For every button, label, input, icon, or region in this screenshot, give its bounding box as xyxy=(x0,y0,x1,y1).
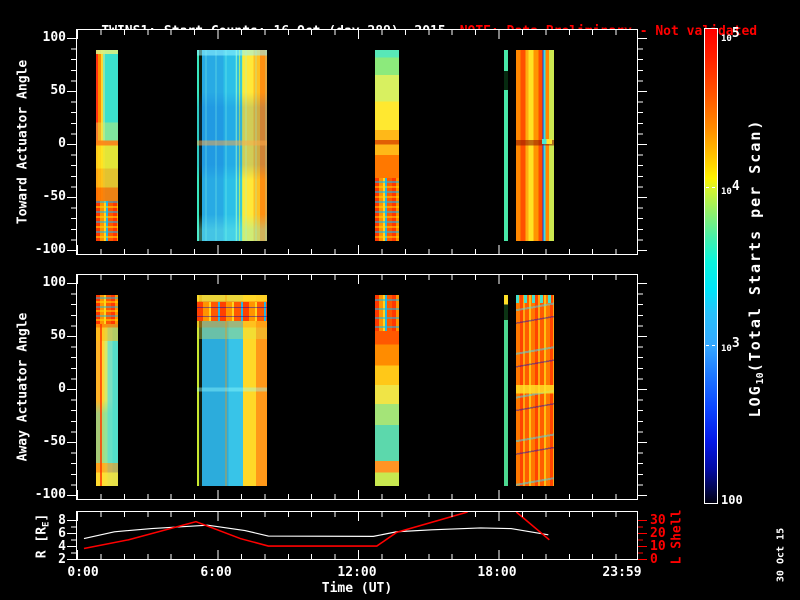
colorbar-tick-1e4 xyxy=(706,186,716,188)
colorbar-label-1e5: 105 xyxy=(721,26,740,44)
r-tick-4: 4 xyxy=(58,539,66,554)
r-tick-2: 2 xyxy=(58,552,66,567)
spectro-band-away xyxy=(96,295,118,486)
toward-ytick-50: 50 xyxy=(50,83,66,98)
y-major-ticks xyxy=(67,283,76,497)
xtick-0600: 6:00 xyxy=(200,565,232,580)
colorbar-label-1e4: 104 xyxy=(721,179,740,197)
spectro-band-away xyxy=(374,295,400,486)
toward-ytick-100: 100 xyxy=(42,30,66,45)
spectro-band-toward xyxy=(196,50,267,241)
y-major-ticks xyxy=(67,38,76,252)
spectro-band-toward xyxy=(503,50,508,241)
lshell-tick-20: 20 xyxy=(650,526,666,541)
colorbar-label-100: 100 xyxy=(721,493,743,507)
r-major-ticks xyxy=(67,520,76,561)
xtick-0000: 0:00 xyxy=(67,565,99,580)
x-major-ticks xyxy=(77,550,638,559)
spectro-band-away xyxy=(503,295,508,486)
x-major-ticks xyxy=(77,512,638,521)
r-axis-label: R [RE] xyxy=(34,513,52,559)
x-major-ticks xyxy=(77,245,638,254)
away-bands-area xyxy=(77,275,637,499)
away-ytick-m100: -100 xyxy=(34,487,66,502)
plot-datestamp: 30 Oct 15 xyxy=(775,527,787,583)
lshell-tick-10: 10 xyxy=(650,539,666,554)
y-major-ticks xyxy=(638,283,647,497)
r-tick-8: 8 xyxy=(58,513,66,528)
colorbar-tick-1e3 xyxy=(706,345,716,347)
lshell-line xyxy=(83,512,468,550)
x-major-ticks xyxy=(77,490,638,499)
xtick-1200: 12:00 xyxy=(337,565,377,580)
away-ytick-m50: -50 xyxy=(42,434,66,449)
xtick-2359: 23:59 xyxy=(602,565,642,580)
x-major-ticks xyxy=(77,275,638,284)
colorbar xyxy=(704,28,718,504)
spectro-band-away xyxy=(196,295,267,486)
spectro-band-toward xyxy=(96,50,118,241)
colorbar-axis-label: LOG10(Total Starts per Scan) xyxy=(746,118,766,418)
xtick-1800: 18:00 xyxy=(477,565,517,580)
x-major-ticks xyxy=(77,30,638,39)
lshell-major-ticks xyxy=(638,520,647,561)
y-major-ticks xyxy=(638,38,647,252)
away-spectrogram-panel xyxy=(67,274,647,500)
spectro-band-toward xyxy=(374,50,400,242)
toward-ytick-m50: -50 xyxy=(42,189,66,204)
toward-bands-area xyxy=(77,30,637,254)
lshell-tick-30: 30 xyxy=(650,513,666,528)
r-tick-6: 6 xyxy=(58,526,66,541)
spectro-band-away xyxy=(516,295,554,486)
r-line xyxy=(83,524,549,540)
toward-ytick-m100: -100 xyxy=(34,242,66,257)
colorbar-gradient xyxy=(705,29,717,503)
toward-ytick-0: 0 xyxy=(58,136,66,151)
away-ytick-0: 0 xyxy=(58,381,66,396)
spectro-band-toward xyxy=(516,50,554,241)
away-ytick-100: 100 xyxy=(42,275,66,290)
lshell-tick-0: 0 xyxy=(650,552,658,567)
toward-spectrogram-panel xyxy=(67,29,647,255)
orbit-panel xyxy=(67,511,647,561)
away-ytick-50: 50 xyxy=(50,328,66,343)
colorbar-label-1e3: 103 xyxy=(721,336,740,354)
x-axis-title: Time (UT) xyxy=(321,581,393,596)
